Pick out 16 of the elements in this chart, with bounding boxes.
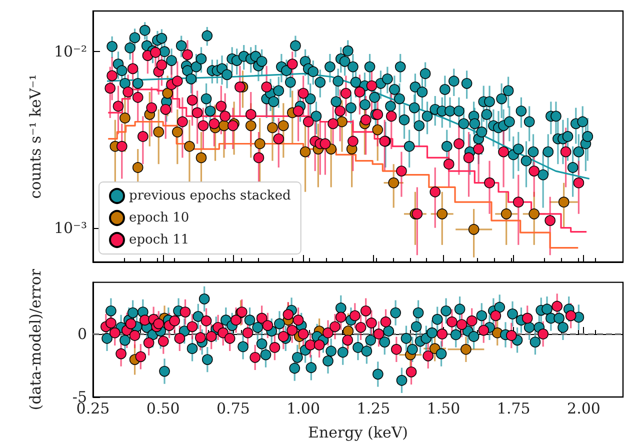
legend-label: previous epochs stacked — [129, 188, 291, 204]
x-tick-label: 0.50 — [146, 400, 180, 418]
x-tick-label: 1.25 — [356, 400, 390, 418]
y-tick-label: 0 — [77, 324, 87, 343]
y-tick-label: 10⁻³ — [54, 218, 87, 237]
y-axis-title: (data-model)/error — [26, 268, 44, 410]
legend-label: epoch 10 — [129, 210, 190, 226]
x-tick-label: 1.00 — [286, 400, 320, 418]
x-tick-label: 1.75 — [496, 400, 530, 418]
x-tick-label: 2.00 — [567, 400, 600, 418]
y-axis-title: counts s⁻¹ keV⁻¹ — [26, 74, 44, 199]
x-axis-title: Energy (keV) — [308, 424, 408, 442]
legend-label: epoch 11 — [129, 232, 190, 248]
x-tick-label: 0.75 — [216, 400, 250, 418]
x-tick-label: 1.50 — [426, 400, 460, 418]
y-tick-label: 10⁻² — [54, 42, 87, 61]
